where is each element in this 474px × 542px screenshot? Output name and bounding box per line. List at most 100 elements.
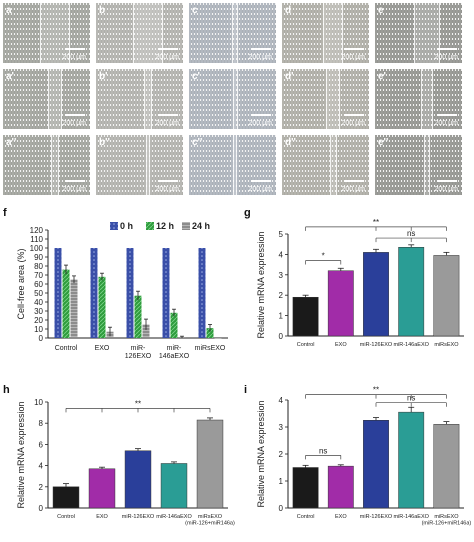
wound-edge-line: [414, 3, 415, 63]
micrograph-label: c': [192, 71, 200, 82]
significance-label: **: [135, 399, 141, 408]
scale-bar-label: 200 μm: [434, 186, 459, 193]
scale-bar: [158, 180, 178, 182]
panel-label-h: h: [3, 384, 10, 396]
micrograph-tile: e' 200 μm: [375, 69, 462, 129]
scale-bar: [344, 114, 364, 116]
y-tick-label: 60: [34, 280, 43, 289]
scale-bar-label: 200 μm: [155, 186, 180, 193]
wound-gap: [324, 3, 342, 63]
significance-label: ns: [319, 446, 327, 455]
y-tick-label: 40: [34, 298, 43, 307]
y-tick-label: 2: [39, 483, 44, 492]
panel-label-i: i: [244, 384, 248, 396]
wound-gap: [233, 3, 237, 63]
x-tick-label: Control: [297, 342, 315, 348]
x-tick-label: miR-146aEXO: [393, 514, 429, 520]
micrograph-tile: a'' 200 μm: [3, 135, 90, 195]
y-tick-label: 100: [30, 244, 44, 253]
bar: [398, 247, 425, 337]
micrograph-tile: a 200 μm: [3, 3, 90, 63]
wound-edge-line: [342, 3, 343, 63]
bar-12h: [62, 269, 70, 338]
bar: [52, 486, 80, 509]
x-tick-label: miRsEXO: [195, 345, 226, 352]
x-tick-label: miRsEXO: [434, 342, 459, 348]
x-tick-label: Control: [55, 345, 78, 352]
wound-edge-line: [232, 3, 233, 63]
y-tick-label: 10: [34, 325, 43, 334]
bar-12h: [134, 295, 142, 338]
x-tick-label: miR-126EXO: [122, 514, 155, 520]
micrograph-tile: e'' 200 μm: [375, 135, 462, 195]
y-tick-label: 2: [279, 450, 284, 459]
significance-label: **: [373, 386, 379, 395]
wound-gap: [134, 3, 162, 63]
micrograph-tile: e 200 μm: [375, 3, 462, 63]
x-tick-label: miRsEXO: [198, 514, 223, 520]
y-tick-label: 90: [34, 253, 43, 262]
bar: [433, 255, 460, 337]
micrograph-tile: c 200 μm: [189, 3, 276, 63]
y-tick-label: 0: [39, 334, 44, 343]
y-tick-label: 2: [279, 291, 284, 300]
bar: [292, 296, 319, 337]
y-tick-label: 80: [34, 262, 43, 271]
wound-gap: [147, 135, 149, 195]
micrograph-tile: b'' 200 μm: [96, 135, 183, 195]
x-tick-label: miR-126EXO: [360, 514, 393, 520]
panel-label-g: g: [244, 207, 251, 219]
micrograph-tile: d' 200 μm: [282, 69, 369, 129]
y-tick-label: 0: [279, 504, 284, 513]
micrograph-tile: b' 200 μm: [96, 69, 183, 129]
wound-edge-line: [51, 135, 52, 195]
wound-edge-line: [144, 69, 145, 129]
y-axis-title: Relative mRNA expression: [256, 231, 266, 338]
legend-label: 12 h: [156, 221, 174, 231]
wound-gap: [234, 135, 236, 195]
x-tick-label: miR-146aEXO: [393, 342, 429, 348]
wound-edge-line: [40, 3, 41, 63]
x-tick-label: EXO: [335, 342, 347, 348]
x-tick-label: 126EXO: [125, 353, 152, 360]
x-tick-label: EXO: [95, 345, 110, 352]
bar: [327, 270, 354, 337]
micrograph-tile: d 200 μm: [282, 3, 369, 63]
scale-bar: [251, 48, 271, 50]
wound-edge-line: [429, 135, 430, 195]
x-tick-label: miR-: [131, 345, 146, 352]
x-tick-label: Control: [297, 514, 315, 520]
wound-edge-line: [232, 69, 234, 129]
bar: [124, 450, 152, 509]
wound-edge-line: [236, 135, 237, 195]
y-tick-label: 8: [39, 419, 44, 428]
wound-edge-line: [421, 69, 422, 129]
x-tick-label: (miR-126+miR146a): [185, 521, 235, 527]
scale-bar-label: 200 μm: [434, 54, 459, 61]
wound-edge-line: [58, 135, 59, 195]
significance-label: ns: [407, 229, 415, 238]
scale-bar: [65, 114, 85, 116]
y-axis-title: Relative mRNA expression: [256, 400, 266, 507]
scale-bar: [158, 114, 178, 116]
scale-bar: [437, 180, 457, 182]
x-tick-label: miR-: [167, 345, 182, 352]
micrograph-label: a'': [6, 137, 17, 148]
bar: [433, 424, 460, 509]
wound-gap: [233, 69, 237, 129]
scale-bar-label: 200 μm: [155, 120, 180, 127]
bar-12h: [206, 328, 214, 338]
bar-0h: [198, 248, 206, 338]
bar-12h: [98, 276, 106, 338]
bar: [160, 463, 188, 509]
scale-bar-label: 200 μm: [62, 186, 87, 193]
scale-bar-label: 200 μm: [341, 54, 366, 61]
scale-bar: [344, 180, 364, 182]
scale-bar-label: 200 μm: [248, 54, 273, 61]
x-tick-label: miR-126EXO: [360, 342, 393, 348]
wound-gap: [145, 69, 151, 129]
micrograph-label: d'': [285, 137, 296, 148]
y-tick-label: 120: [30, 226, 44, 235]
legend-label: 24 h: [192, 221, 210, 231]
wound-gap: [425, 135, 429, 195]
